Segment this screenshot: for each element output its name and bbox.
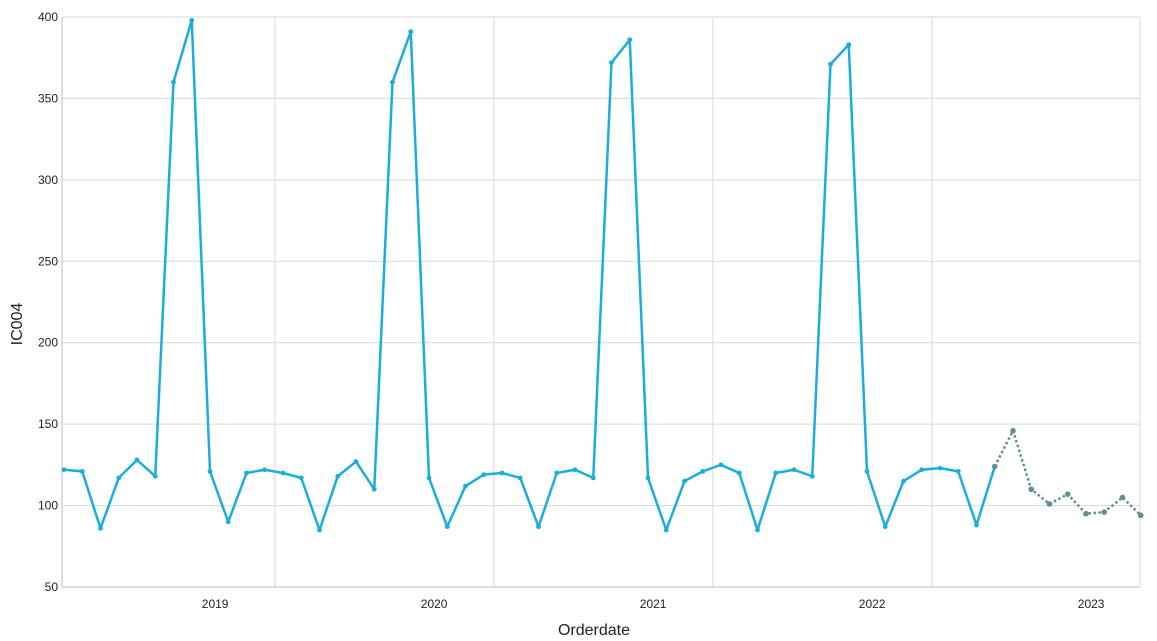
grid-layer xyxy=(61,16,1141,588)
x-tick-label: 2020 xyxy=(421,597,448,611)
data-point[interactable] xyxy=(828,61,833,67)
tick-layer: 50 100 150 200 250 300 350 400 2019 2020 2021 2022 2… xyxy=(38,10,1105,611)
data-point[interactable] xyxy=(682,478,687,484)
forecast-point[interactable] xyxy=(1137,512,1144,519)
y-tick-label: 350 xyxy=(38,91,58,105)
y-axis-title: IC004 xyxy=(9,303,26,346)
data-point[interactable] xyxy=(937,465,943,471)
data-point[interactable] xyxy=(171,79,176,85)
data-point[interactable] xyxy=(882,524,888,530)
forecast-point[interactable] xyxy=(1046,501,1053,507)
data-point[interactable] xyxy=(645,475,651,481)
data-point[interactable] xyxy=(353,459,359,464)
actual-series-line xyxy=(63,19,996,532)
data-point[interactable] xyxy=(517,475,523,481)
data-point[interactable] xyxy=(718,462,724,468)
data-point[interactable] xyxy=(317,527,322,533)
y-tick-label: 400 xyxy=(38,10,58,24)
data-point[interactable] xyxy=(773,470,779,476)
x-tick-label: 2021 xyxy=(640,597,667,611)
data-point[interactable] xyxy=(408,29,414,35)
y-tick-label: 200 xyxy=(38,336,58,350)
x-tick-label: 2023 xyxy=(1078,597,1105,611)
series-layer xyxy=(63,19,1142,532)
data-point[interactable] xyxy=(974,522,979,528)
data-point[interactable] xyxy=(755,527,760,533)
data-point[interactable] xyxy=(79,468,85,474)
data-point[interactable] xyxy=(700,468,706,474)
data-point[interactable] xyxy=(901,478,906,484)
data-point[interactable] xyxy=(572,467,578,473)
data-point[interactable] xyxy=(663,527,669,533)
data-point[interactable] xyxy=(791,467,797,473)
data-point[interactable] xyxy=(116,475,122,481)
data-point[interactable] xyxy=(371,486,377,492)
x-axis-title: Orderdate xyxy=(558,622,630,639)
data-point[interactable] xyxy=(98,525,103,531)
data-point[interactable] xyxy=(809,473,815,479)
data-point[interactable] xyxy=(225,519,231,525)
data-point[interactable] xyxy=(627,37,633,43)
forecast-point[interactable] xyxy=(1010,427,1016,434)
y-tick-label: 150 xyxy=(38,417,58,431)
data-point[interactable] xyxy=(298,475,304,481)
data-point[interactable] xyxy=(955,468,961,474)
y-tick-label: 300 xyxy=(38,173,58,187)
forecast-point[interactable] xyxy=(991,463,998,470)
x-tick-label: 2022 xyxy=(859,597,886,611)
data-point[interactable] xyxy=(426,475,432,481)
y-tick-label: 100 xyxy=(38,499,58,513)
data-point[interactable] xyxy=(280,470,286,476)
data-point[interactable] xyxy=(152,473,158,479)
data-point[interactable] xyxy=(463,483,468,489)
data-point[interactable] xyxy=(207,468,213,474)
y-tick-label: 50 xyxy=(45,580,59,594)
data-point[interactable] xyxy=(609,60,614,65)
forecast-point[interactable] xyxy=(1101,509,1108,515)
data-point[interactable] xyxy=(846,42,852,48)
forecast-point[interactable] xyxy=(1064,491,1071,497)
data-point[interactable] xyxy=(499,470,505,476)
data-point[interactable] xyxy=(590,475,596,481)
data-point[interactable] xyxy=(481,472,487,478)
data-point[interactable] xyxy=(864,468,870,474)
data-point[interactable] xyxy=(244,470,249,476)
forecast-point[interactable] xyxy=(1119,494,1126,501)
data-point[interactable] xyxy=(919,467,925,473)
data-point[interactable] xyxy=(262,467,268,473)
data-point[interactable] xyxy=(554,470,560,476)
forecast-point[interactable] xyxy=(1028,486,1035,493)
data-point[interactable] xyxy=(444,524,450,530)
data-point[interactable] xyxy=(189,17,195,23)
data-point[interactable] xyxy=(61,467,67,473)
data-point[interactable] xyxy=(335,473,341,479)
data-point[interactable] xyxy=(134,457,140,463)
y-tick-label: 250 xyxy=(38,254,58,268)
points-layer xyxy=(61,17,1144,533)
forecast-series-line xyxy=(993,429,1142,517)
x-tick-label: 2019 xyxy=(202,597,229,611)
data-point[interactable] xyxy=(736,470,742,476)
forecast-point[interactable] xyxy=(1083,510,1089,517)
data-point[interactable] xyxy=(390,79,395,85)
data-point[interactable] xyxy=(536,524,541,530)
